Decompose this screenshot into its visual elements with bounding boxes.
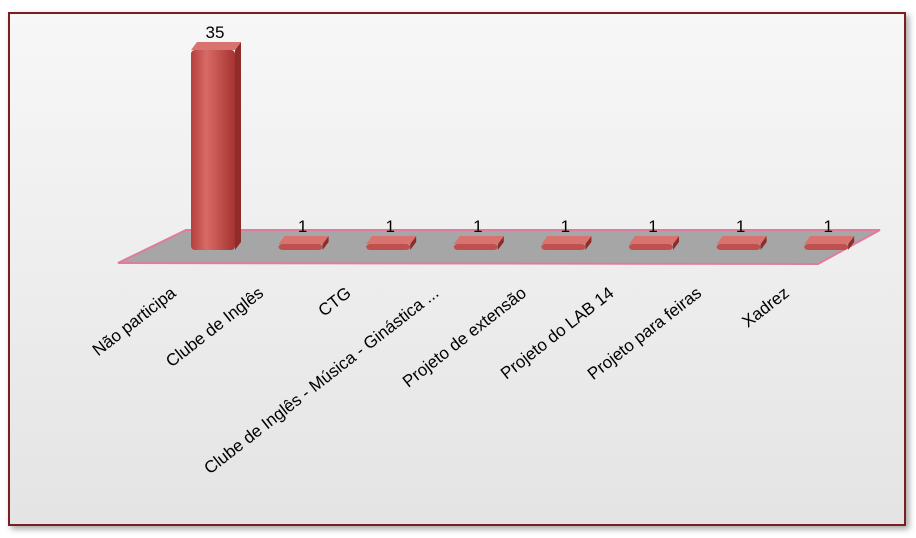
bar-side [760,236,767,250]
bar-top [191,42,241,50]
data-label: 1 [473,217,482,236]
bar [366,236,417,250]
bar-side [410,236,417,250]
bar-side [497,236,504,250]
data-label: 1 [385,217,394,236]
bar [453,236,504,250]
bar-top [278,236,329,244]
bar-side [848,236,855,250]
bar-side [235,42,241,250]
bar-side [585,236,592,250]
bar [804,236,855,250]
bar-top [366,236,417,244]
bar [716,236,767,250]
bar [278,236,329,250]
bar-top [804,236,855,244]
bar-top [716,236,767,244]
bar-top [541,236,592,244]
chart-frame [8,12,906,526]
bar-front [278,244,323,250]
bar-front [716,244,761,250]
bars-layer [191,42,855,250]
bar-side [673,236,679,250]
data-label: 1 [561,217,570,236]
bar [191,42,241,250]
bar-top [453,236,504,244]
data-label: 1 [736,217,745,236]
data-label: 1 [823,217,832,236]
bar-front [804,244,849,250]
category-label: CTG [315,283,355,320]
bar-front [629,244,673,250]
bar-top [629,236,679,244]
bar-front [453,244,498,250]
category-label: Xadrez [739,283,793,331]
bar-front [191,50,235,250]
category-label: Não participa [89,283,180,360]
bar-side [322,236,329,250]
bar-front [541,244,586,250]
bar [541,236,592,250]
data-label: 35 [206,23,225,42]
data-label: 1 [648,217,657,236]
data-label: 1 [298,217,307,236]
bar-front [366,244,411,250]
bar [629,236,679,250]
